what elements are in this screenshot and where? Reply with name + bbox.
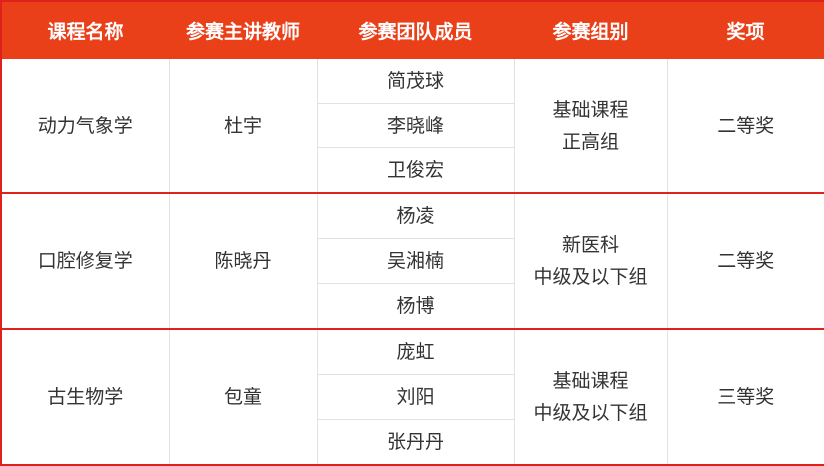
header-members: 参赛团队成员 [317, 1, 514, 59]
group-line: 基础课程 [552, 98, 629, 121]
lead-teacher: 陈晓丹 [168, 193, 318, 331]
lead-teacher: 杜宇 [168, 59, 318, 195]
table-row: 张丹丹 [1, 419, 824, 466]
group-line: 基础课程 [552, 370, 629, 393]
group-line: 新医科 [561, 234, 619, 257]
team-member: 庞虹 [316, 329, 515, 376]
team-member: 杨凌 [316, 193, 515, 240]
table-row: 李晓峰 [1, 103, 824, 149]
group-line: 中级及以下组 [533, 402, 648, 425]
course-name: 动力气象学 [0, 59, 170, 195]
award: 二等奖 [666, 59, 824, 195]
table-row: 卫俊宏 [1, 147, 824, 195]
team-member: 杨博 [316, 283, 515, 331]
table-row: 口腔修复学 陈晓丹 杨凌新医科中级及以下组 二等奖 [0, 193, 824, 331]
header-award: 奖项 [667, 1, 824, 59]
table-row: 吴湘楠 [1, 238, 824, 285]
team-member: 李晓峰 [316, 103, 515, 149]
award: 二等奖 [666, 193, 824, 331]
table-row: 杨博 [1, 283, 824, 331]
competition-group: 基础课程 正高组 [513, 59, 668, 195]
group-line: 中级及以下组 [533, 266, 648, 289]
group-line: 正高组 [561, 130, 619, 153]
competition-group: 新医科 中级及以下组 [513, 193, 668, 331]
header-row: 课程名称 参赛主讲教师 参赛团队成员 参赛组别 奖项 [1, 1, 824, 59]
course-name: 古生物学 [0, 329, 170, 466]
team-member: 卫俊宏 [316, 147, 515, 195]
table-row: 动力气象学 杜宇 简茂球 基础课程 正高组 二等奖 [0, 59, 824, 195]
course-name: 口腔修复学 [0, 193, 170, 331]
award: 三等奖 [666, 329, 824, 466]
team-member: 刘阳 [316, 374, 515, 420]
header-teacher: 参赛主讲教师 [169, 1, 317, 59]
header-group: 参赛组别 [514, 1, 667, 59]
table-row: 古生物学 包童 庞虹基础课程中级及以下组 三等奖 [0, 329, 824, 466]
header-course: 课程名称 [1, 1, 169, 59]
team-member: 吴湘楠 [316, 238, 515, 285]
competition-group: 基础课程中级及以下组 [513, 329, 668, 466]
team-member: 张丹丹 [316, 419, 515, 466]
table-row: 刘阳 [1, 374, 824, 420]
team-member: 简茂球 [316, 59, 515, 104]
lead-teacher: 包童 [168, 329, 318, 466]
